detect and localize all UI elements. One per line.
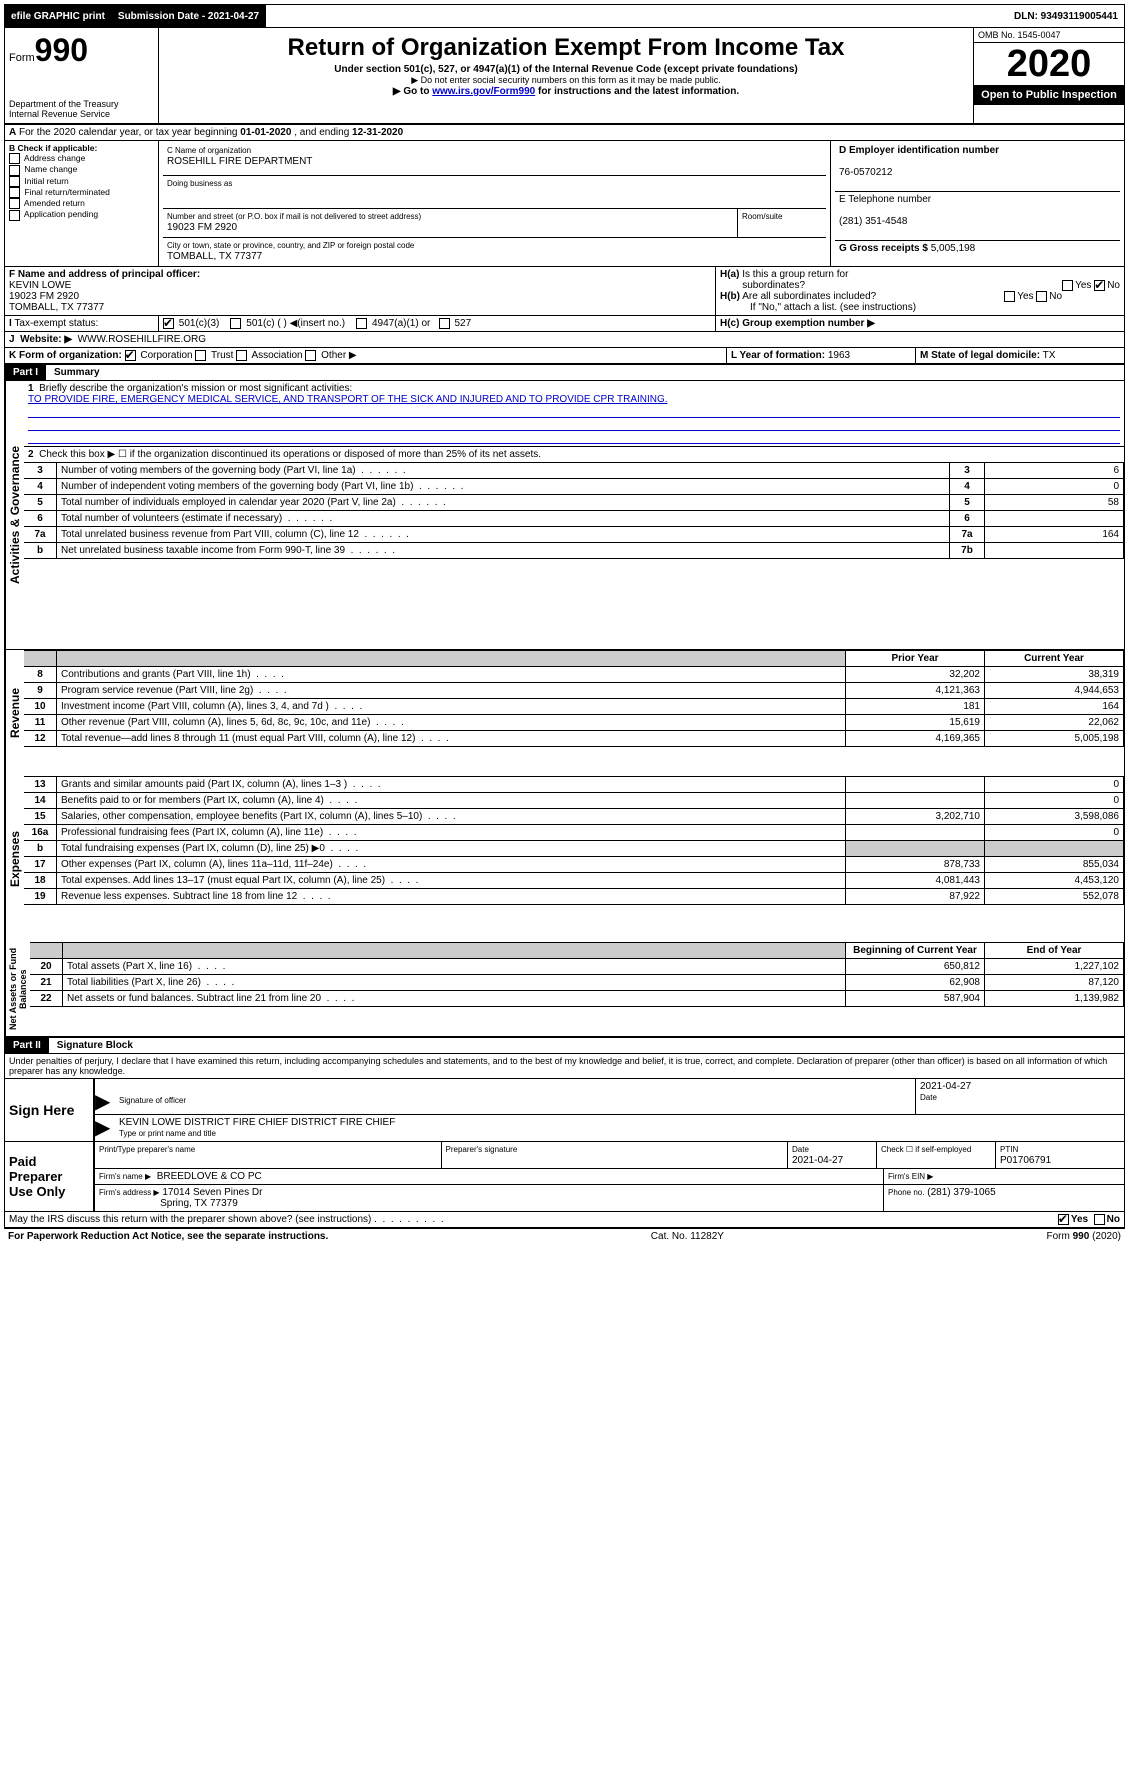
box-de: D Employer identification number 76-0570… [830, 141, 1124, 266]
period-row: A For the 2020 calendar year, or tax yea… [4, 125, 1125, 141]
revenue-table: Prior YearCurrent Year8Contributions and… [24, 650, 1124, 747]
discuss-yes[interactable] [1058, 1214, 1069, 1225]
gov-section-label: Activities & Governance [5, 381, 24, 649]
dln-label: DLN: 93493119005441 [1008, 5, 1124, 27]
checkbox-final-return[interactable] [9, 187, 20, 198]
phone-value: (281) 351-4548 [839, 216, 907, 227]
hb-no[interactable] [1036, 291, 1047, 302]
checkbox-application-pending[interactable] [9, 210, 20, 221]
subtitle-3: ▶ Go to www.irs.gov/Form990 for instruct… [163, 86, 969, 97]
checkbox-amended[interactable] [9, 198, 20, 209]
org-address: 19023 FM 2920 [167, 222, 237, 233]
tax-status-row: I Tax-exempt status: 501(c)(3) 501(c) ( … [4, 316, 1125, 332]
open-public-badge: Open to Public Inspection [974, 85, 1124, 105]
ha-yes[interactable] [1062, 280, 1073, 291]
website-value: WWW.ROSEHILLFIRE.ORG [78, 334, 206, 345]
org-city: TOMBALL, TX 77377 [167, 251, 262, 262]
perjury-text: Under penalties of perjury, I declare th… [4, 1054, 1125, 1079]
dept-label: Department of the Treasury [9, 99, 154, 109]
form-title: Return of Organization Exempt From Incom… [163, 34, 969, 62]
rev-section-label: Revenue [5, 650, 24, 776]
org-name: ROSEHILL FIRE DEPARTMENT [167, 156, 312, 167]
box-c: C Name of organization ROSEHILL FIRE DEP… [159, 141, 830, 266]
irs-label: Internal Revenue Service [9, 109, 154, 119]
website-row: J Website: ▶ WWW.ROSEHILLFIRE.ORG [4, 332, 1125, 348]
exp-section-label: Expenses [5, 776, 24, 942]
subtitle-2: ▶ Do not enter social security numbers o… [163, 75, 969, 86]
discuss-no[interactable] [1094, 1214, 1105, 1225]
part1-header: Part I Summary [4, 365, 1125, 381]
501c3-checkbox[interactable] [163, 318, 174, 329]
ha-no[interactable] [1094, 280, 1105, 291]
checkbox-initial-return[interactable] [9, 176, 20, 187]
irs-link[interactable]: www.irs.gov/Form990 [432, 86, 535, 97]
box-b: B Check if applicable: Address change Na… [5, 141, 159, 266]
klm-row: K Form of organization: Corporation Trus… [4, 348, 1125, 365]
checkbox-name-change[interactable] [9, 165, 20, 176]
hb-yes[interactable] [1004, 291, 1015, 302]
governance-table: 3Number of voting members of the governi… [24, 462, 1124, 559]
part2-header: Part II Signature Block [4, 1038, 1125, 1054]
efile-button[interactable]: efile GRAPHIC print [5, 5, 112, 27]
footer: For Paperwork Reduction Act Notice, see … [4, 1228, 1125, 1244]
submission-date: Submission Date - 2021-04-27 [112, 5, 266, 27]
tax-year: 2020 [974, 43, 1124, 85]
gross-receipts: 5,005,198 [931, 243, 976, 254]
subtitle-1: Under section 501(c), 527, or 4947(a)(1)… [163, 64, 969, 75]
expenses-table: 13Grants and similar amounts paid (Part … [24, 776, 1124, 905]
ein-value: 76-0570212 [839, 167, 892, 178]
k-corp[interactable] [125, 350, 136, 361]
discuss-row: May the IRS discuss this return with the… [4, 1212, 1125, 1228]
omb-number: OMB No. 1545-0047 [974, 28, 1124, 43]
officer-block: F Name and address of principal officer:… [4, 267, 1125, 316]
netassets-table: Beginning of Current YearEnd of Year20To… [30, 942, 1124, 1007]
top-toolbar: efile GRAPHIC print Submission Date - 20… [4, 4, 1125, 28]
mission-text: TO PROVIDE FIRE, EMERGENCY MEDICAL SERVI… [28, 394, 668, 405]
net-section-label: Net Assets or Fund Balances [5, 942, 30, 1036]
info-block: B Check if applicable: Address change Na… [4, 141, 1125, 267]
form-header: Form990 Department of the Treasury Inter… [4, 28, 1125, 125]
form-number: Form990 [9, 32, 154, 69]
signature-block: Sign Here ▶ Signature of officer 2021-04… [4, 1079, 1125, 1212]
checkbox-address-change[interactable] [9, 153, 20, 164]
